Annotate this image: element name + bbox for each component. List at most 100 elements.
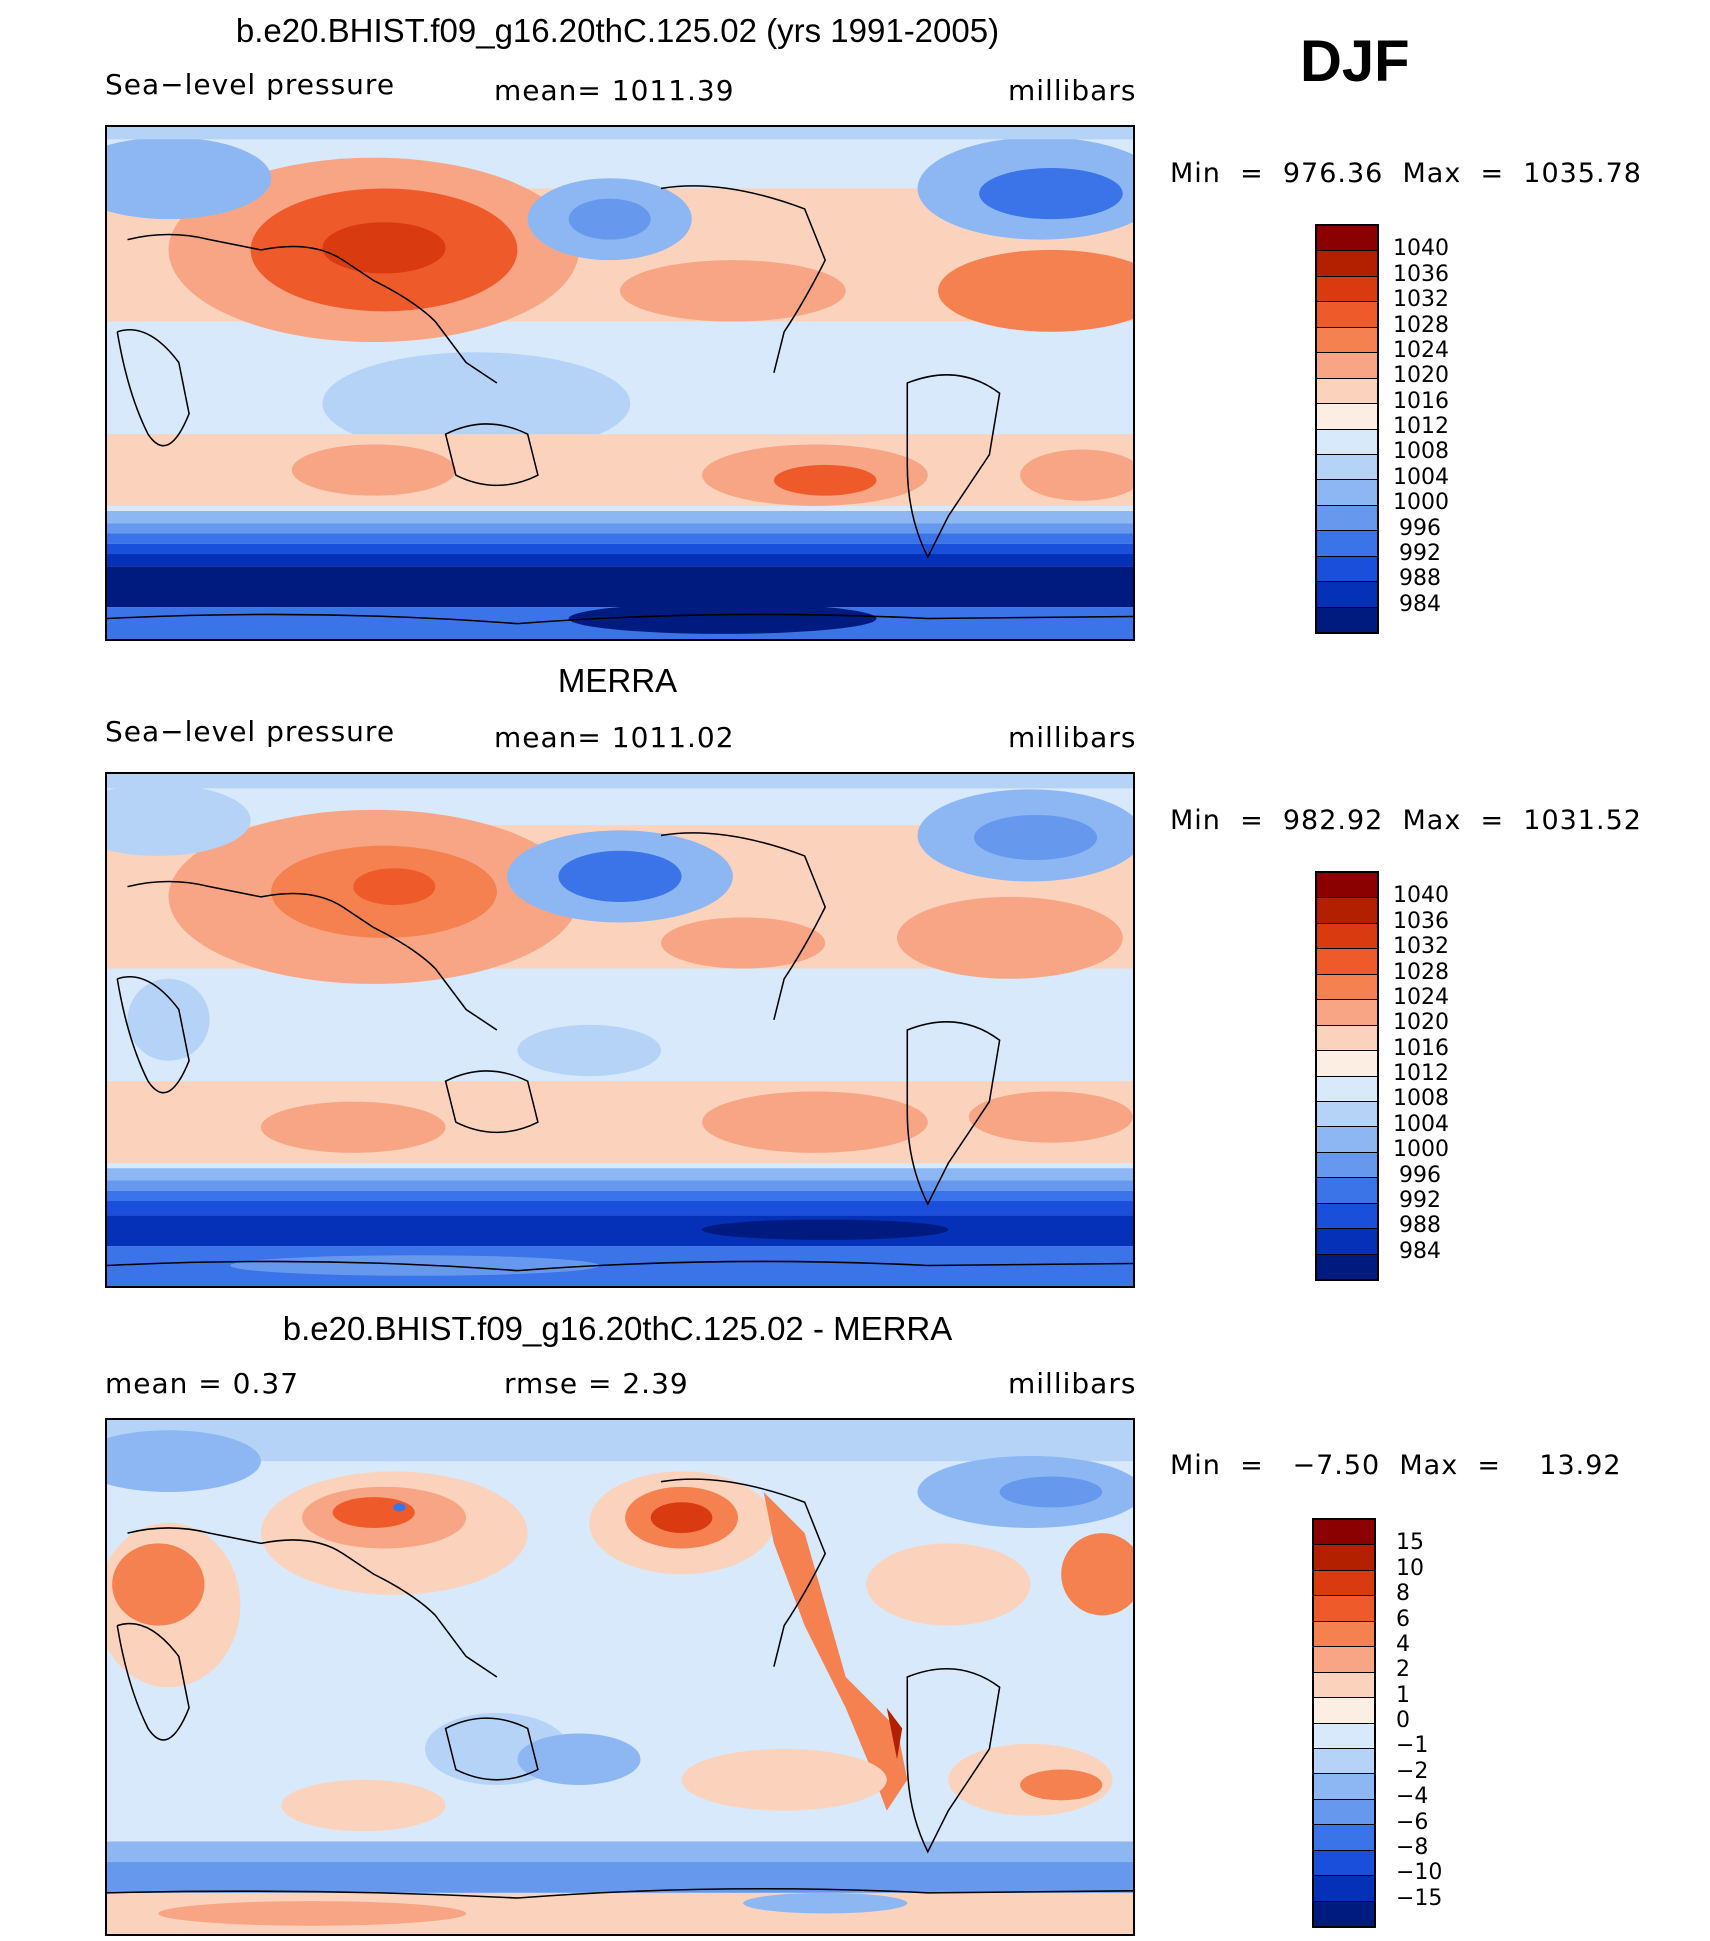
panel-3-map-svg (107, 1420, 1133, 1934)
colorbar-tick-label: 0 (1396, 1708, 1410, 1733)
panel-3-colorbar (1312, 1518, 1376, 1928)
colorbar-tick-label: 15 (1396, 1530, 1424, 1555)
colorbar-segment (1317, 1203, 1377, 1230)
panel-2-colorbar-labels: 1040 1036 1032 1028 1024 1020 1016 1012 1008 1004… (1393, 871, 1493, 1277)
colorbar-segment (1314, 1850, 1374, 1877)
colorbar-tick-label: 1008 (1393, 439, 1449, 464)
colorbar-segment (1314, 1774, 1374, 1800)
colorbar-tick-label: −2 (1396, 1759, 1429, 1784)
colorbar-segment (1317, 607, 1377, 632)
colorbar-tick-label: 1008 (1393, 1086, 1449, 1111)
colorbar-segment (1314, 1672, 1374, 1699)
colorbar-segment (1314, 1545, 1374, 1571)
season-label: DJF (1300, 29, 1410, 94)
colorbar-tick-label: −15 (1396, 1886, 1443, 1911)
colorbar-segment (1314, 1825, 1374, 1851)
colorbar-segment (1317, 531, 1377, 557)
colorbar-tick-label: 996 (1399, 1163, 1441, 1188)
colorbar-tick-label: 988 (1399, 566, 1441, 591)
colorbar-tick-label: 8 (1396, 1581, 1410, 1606)
colorbar-tick-label: 988 (1399, 1213, 1441, 1238)
colorbar-segment (1317, 974, 1377, 1001)
colorbar-segment (1317, 1229, 1377, 1255)
colorbar-tick-label: 1040 (1393, 883, 1449, 908)
colorbar-segment (1317, 1051, 1377, 1077)
colorbar-tick-label: −6 (1396, 1810, 1429, 1835)
colorbar-segment (1317, 923, 1377, 950)
colorbar-segment (1317, 1025, 1377, 1052)
panel-2-minmax: Min = 982.92 Max = 1031.52 (1170, 805, 1642, 836)
colorbar-segment (1317, 949, 1377, 975)
colorbar-segment (1317, 251, 1377, 277)
colorbar-tick-label: 2 (1396, 1657, 1410, 1682)
colorbar-segment (1317, 1178, 1377, 1204)
colorbar-segment (1314, 1876, 1374, 1902)
colorbar-segment (1317, 226, 1377, 252)
colorbar-segment (1317, 582, 1377, 608)
colorbar-segment (1317, 898, 1377, 924)
colorbar-segment (1314, 1596, 1374, 1622)
colorbar-tick-label: 1032 (1393, 287, 1449, 312)
colorbar-segment (1314, 1647, 1374, 1673)
colorbar-tick-label: −1 (1396, 1733, 1429, 1758)
panel-1-map-svg (107, 127, 1133, 639)
panel-1-minmax: Min = 976.36 Max = 1035.78 (1170, 158, 1642, 189)
colorbar-segment (1317, 505, 1377, 532)
colorbar-segment (1317, 480, 1377, 506)
colorbar-tick-label: 10 (1396, 1556, 1424, 1581)
colorbar-segment (1314, 1520, 1374, 1546)
colorbar-tick-label: 1012 (1393, 1061, 1449, 1086)
colorbar-segment (1314, 1698, 1374, 1724)
panel-3-map (105, 1418, 1135, 1936)
panel-3-mean-label: mean = 0.37 (105, 1367, 300, 1400)
colorbar-tick-label: 1004 (1393, 1112, 1449, 1137)
colorbar-segment (1317, 276, 1377, 303)
colorbar-tick-label: 984 (1399, 1239, 1441, 1264)
colorbar-tick-label: 992 (1399, 541, 1441, 566)
panel-1-units-label: millibars (1008, 74, 1137, 107)
panel-2-map (105, 772, 1135, 1288)
colorbar-tick-label: 1036 (1393, 262, 1449, 287)
panel-3-minmax: Min = −7.50 Max = 13.92 (1170, 1450, 1622, 1481)
colorbar-segment (1317, 1101, 1377, 1128)
panel-2-map-svg (107, 774, 1133, 1286)
panel-3-units-label: millibars (1008, 1367, 1137, 1400)
colorbar-tick-label: 1004 (1393, 465, 1449, 490)
panel-1-colorbar-labels: 1040 1036 1032 1028 1024 1020 1016 1012 1008 1004… (1393, 224, 1493, 630)
colorbar-tick-label: 1028 (1393, 313, 1449, 338)
panel-1-variable-label: Sea−level pressure (105, 68, 396, 101)
colorbar-segment (1317, 378, 1377, 405)
colorbar-segment (1317, 327, 1377, 354)
colorbar-tick-label: 1040 (1393, 236, 1449, 261)
colorbar-segment (1317, 302, 1377, 328)
colorbar-tick-label: 1 (1396, 1683, 1410, 1708)
panel-2-mean-label: mean= 1011.02 (494, 721, 735, 754)
colorbar-segment (1314, 1799, 1374, 1826)
colorbar-segment (1317, 353, 1377, 379)
colorbar-segment (1317, 1152, 1377, 1179)
colorbar-segment (1314, 1901, 1374, 1926)
colorbar-segment (1317, 556, 1377, 583)
colorbar-tick-label: 1020 (1393, 363, 1449, 388)
colorbar-tick-label: 1024 (1393, 338, 1449, 363)
colorbar-tick-label: −10 (1396, 1860, 1443, 1885)
colorbar-tick-label: 1012 (1393, 414, 1449, 439)
colorbar-tick-label: 1028 (1393, 960, 1449, 985)
colorbar-tick-label: 996 (1399, 516, 1441, 541)
colorbar-tick-label: 1024 (1393, 985, 1449, 1010)
panel-1-map (105, 125, 1135, 641)
colorbar-segment (1317, 1127, 1377, 1153)
colorbar-segment (1317, 1254, 1377, 1279)
colorbar-segment (1314, 1748, 1374, 1775)
colorbar-tick-label: 4 (1396, 1632, 1410, 1657)
panel-3-title: b.e20.BHIST.f09_g16.20thC.125.02 - MERRA (282, 1310, 953, 1347)
colorbar-segment (1317, 873, 1377, 899)
colorbar-segment (1317, 1000, 1377, 1026)
colorbar-tick-label: 1000 (1393, 1137, 1449, 1162)
colorbar-segment (1314, 1723, 1374, 1749)
colorbar-tick-label: −8 (1396, 1835, 1429, 1860)
colorbar-tick-label: 992 (1399, 1188, 1441, 1213)
panel-1-title: b.e20.BHIST.f09_g16.20thC.125.02 (yrs 19… (235, 12, 1000, 49)
colorbar-tick-label: 6 (1396, 1607, 1410, 1632)
colorbar-tick-label: 1020 (1393, 1010, 1449, 1035)
